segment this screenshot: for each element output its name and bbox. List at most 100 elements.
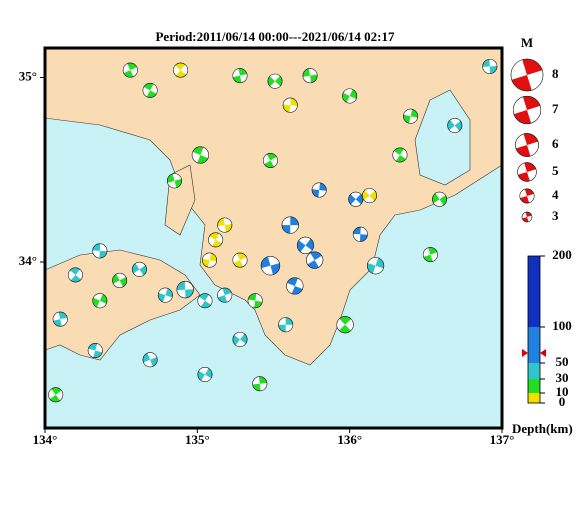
ball-outline: [92, 243, 108, 259]
ball-outline: [232, 331, 248, 347]
focal-mechanism: [142, 82, 158, 98]
colorbar-label: 0: [559, 394, 566, 409]
events: [48, 58, 498, 403]
focal-mechanism: [176, 281, 194, 299]
ball-outline: [281, 216, 299, 234]
ball-outline: [166, 173, 182, 189]
ball-white: [350, 192, 361, 207]
ball-white: [302, 68, 318, 83]
focal-mechanism: [252, 376, 268, 392]
ball-white: [511, 59, 544, 91]
focal-mechanism: [232, 331, 248, 347]
colorbar-label: 30: [556, 370, 569, 385]
focal-mechanism: [112, 272, 128, 288]
focal-mechanism: [92, 293, 108, 309]
colorbar-segment: [528, 256, 540, 327]
ball-outline: [336, 316, 354, 334]
x-tick-label: 136°: [337, 432, 362, 447]
depth-marker: [522, 349, 528, 357]
colorbar-segment: [528, 327, 540, 363]
ball-outline: [286, 277, 304, 295]
ball-white: [217, 217, 232, 233]
ball-white: [353, 227, 368, 242]
focal-mechanism: [510, 58, 544, 92]
ball-outline: [217, 287, 233, 303]
focal-mechanism: [366, 257, 385, 275]
ball-white: [48, 389, 63, 401]
focal-mechanism: [247, 293, 263, 309]
ball-outline: [157, 287, 173, 303]
ball-white: [269, 74, 281, 89]
focal-mechanism: [422, 247, 438, 263]
ball-outline: [92, 293, 108, 309]
ball-outline: [517, 162, 537, 182]
ball-outline: [191, 146, 209, 164]
ball-white: [248, 293, 263, 308]
ball-white: [142, 84, 158, 97]
focal-mechanism: [122, 62, 138, 78]
ball-outline: [296, 236, 315, 254]
focal-mechanism: [482, 58, 498, 74]
ball-outline: [142, 82, 158, 98]
ball-outline: [366, 257, 385, 275]
focal-mechanism: [232, 68, 248, 84]
focal-mechanism: [519, 188, 535, 204]
ball-outline: [176, 281, 194, 299]
ball-outline: [519, 188, 535, 204]
focal-mechanism: [432, 191, 448, 207]
ball-outline: [342, 88, 358, 104]
magnitude-label: 4: [552, 187, 559, 202]
ball-white: [68, 269, 83, 281]
ball-white: [88, 343, 103, 358]
x-tick-label: 137°: [490, 432, 515, 447]
focal-mechanism: [515, 133, 539, 157]
ball-white: [515, 133, 539, 157]
ball-white: [217, 288, 232, 303]
focal-mechanism: [403, 108, 419, 124]
ball-outline: [432, 191, 448, 207]
ball-outline: [392, 147, 408, 163]
ball-white: [92, 243, 108, 259]
ball-white: [208, 233, 223, 247]
ball-white: [197, 294, 213, 307]
focal-mechanism: [208, 232, 224, 248]
ball-outline: [352, 226, 368, 242]
colorbar-label: 50: [556, 354, 569, 369]
depth-marker: [540, 349, 546, 357]
ball-outline: [422, 247, 438, 263]
ball-outline: [217, 217, 233, 233]
ball-outline: [282, 97, 298, 113]
ball-outline: [131, 261, 147, 277]
magnitude-label: 7: [552, 101, 559, 116]
magnitude-label: 6: [552, 136, 559, 151]
ball-outline: [142, 352, 158, 368]
ball-outline: [482, 58, 498, 74]
ball-white: [234, 332, 246, 347]
focal-mechanism: [142, 352, 158, 368]
focal-mechanism: [286, 277, 304, 295]
ball-white: [343, 88, 357, 104]
ball-outline: [112, 272, 128, 288]
ball-outline: [232, 252, 248, 268]
focal-mechanism: [517, 162, 537, 182]
ball-white: [423, 247, 438, 262]
magnitude-label: 5: [552, 163, 559, 178]
ball-outline: [278, 317, 294, 333]
focal-mechanism: [52, 311, 68, 327]
ball-white: [513, 96, 541, 124]
focal-mechanism: [197, 367, 213, 383]
ball-outline: [202, 252, 218, 268]
ball-white: [517, 163, 537, 181]
ball-white: [263, 154, 278, 167]
ball-white: [306, 253, 323, 268]
ball-white: [363, 188, 375, 203]
focal-mechanism: [512, 95, 542, 125]
ball-outline: [306, 251, 324, 269]
colorbar-label: 100: [552, 318, 572, 333]
focal-mechanism: [202, 252, 218, 268]
ball-outline: [361, 188, 377, 204]
sea-ise-bay: [414, 89, 471, 186]
ball-white: [167, 173, 182, 189]
ball-outline: [447, 117, 463, 133]
